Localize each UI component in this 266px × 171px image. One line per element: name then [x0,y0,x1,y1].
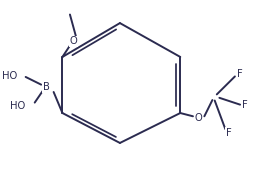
Text: F: F [226,128,231,137]
Text: F: F [237,69,243,79]
Text: O: O [70,36,78,46]
Text: F: F [242,100,248,110]
Text: O: O [195,113,202,123]
Text: HO: HO [10,101,26,111]
Text: B: B [43,82,50,92]
Text: HO: HO [2,71,17,81]
